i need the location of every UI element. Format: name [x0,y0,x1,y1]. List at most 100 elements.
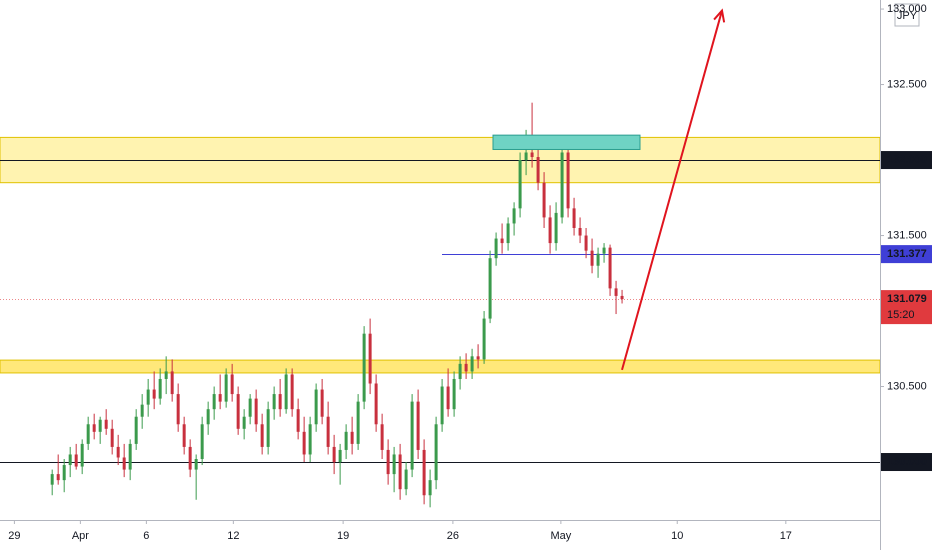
candle-body [440,386,444,425]
candle-body [140,404,144,417]
candle-body [248,398,252,417]
candle-body [332,446,336,463]
level-label: 130.000 [887,456,927,468]
x-tick-label: 12 [227,530,239,542]
candle-body [428,480,432,496]
y-tick-label: 133.000 [887,3,927,15]
candle-body [512,208,516,224]
candle-body [266,409,270,447]
candle-body [230,374,234,395]
candle-body [584,235,588,251]
candle-body [134,416,138,444]
candle-body [434,424,438,481]
candle-body [56,474,60,481]
level-label-bg [881,245,932,264]
candle-body [272,394,276,410]
candle-body [74,454,78,467]
candle-body [494,238,498,259]
candle-body [212,394,216,410]
candle-body [170,371,174,395]
candle-body [152,389,156,399]
candle-body [500,238,504,244]
candle-body [158,378,162,399]
x-tick-label: 10 [671,530,683,542]
level-label-bg [881,453,932,472]
candle-body [368,333,372,384]
x-tick-label: 29 [8,530,20,542]
candle-body [206,409,210,425]
candle-body [110,428,114,447]
candle-body [464,363,468,372]
candle-body [572,208,576,228]
candle-body [62,465,66,481]
y-tick-label: 130.500 [887,380,927,392]
candle-body [254,398,258,425]
candle-body [188,446,192,470]
candle-body [224,374,228,402]
candle-body [488,258,492,319]
candle-body [386,449,390,475]
candle-body [446,386,450,410]
candle-body [518,160,522,209]
candle-body [116,446,120,458]
candle-body [554,212,558,244]
level-label-bg [881,290,932,325]
y-tick-label: 132.500 [887,78,927,90]
candle-body [350,431,354,444]
candle-body [542,182,546,218]
level-label: 131.079 [887,293,927,305]
candle-body [374,383,378,425]
candle-body [338,449,342,463]
candle-body [344,431,348,450]
candle-body [476,356,480,360]
candle-body [380,424,384,450]
candle-body [536,157,540,183]
candle-body [296,409,300,432]
candle-body [176,394,180,425]
candle-body [524,152,528,161]
candle-body [290,374,294,410]
candle-body [614,288,618,296]
candle-body [68,454,72,466]
x-tick-label: May [550,530,571,542]
candle-body [302,431,306,455]
currency-box[interactable] [894,3,920,27]
zone [0,359,881,374]
countdown: 15:20 [887,309,915,321]
candle-body [398,454,402,490]
candle-body [422,449,426,496]
candle-body [602,247,606,254]
candle-body [164,371,168,379]
candle-body [182,424,186,447]
candle-body [308,424,312,455]
candle-body [98,419,102,432]
candle-body [278,394,282,410]
candle-body [326,416,330,447]
x-tick-label: 19 [337,530,349,542]
candle-body [260,424,264,447]
candle-body [530,152,534,158]
candle-body [392,454,396,475]
candle-body [590,250,594,266]
candle-body [80,443,84,467]
candle-body [416,401,420,450]
x-tick-label: 17 [780,530,792,542]
candle-body [452,378,456,410]
candle-body [200,424,204,460]
candle-body [362,333,366,402]
resistance-box [492,134,641,150]
candle-body [608,247,612,289]
x-tick-label: Apr [72,530,89,542]
candle-body [566,152,570,209]
candle-body [194,459,198,470]
x-tick-label: 26 [447,530,459,542]
candle-body [620,295,624,300]
arrow-line [621,10,723,371]
arrow-head [713,8,726,23]
candle-body [320,389,324,417]
candle-body [560,152,564,218]
candle-body [548,217,552,244]
candle-body [482,318,486,360]
candle-body [410,401,414,470]
